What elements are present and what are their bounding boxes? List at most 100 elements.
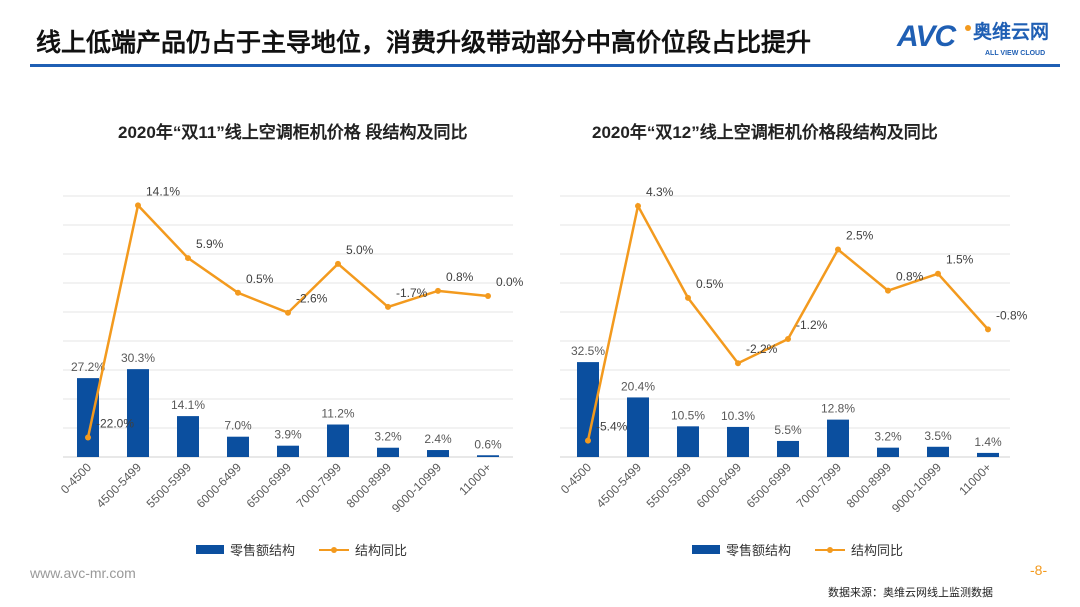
line-label: -22.0% xyxy=(96,416,134,430)
bar xyxy=(877,447,899,457)
bar xyxy=(227,436,249,457)
line-point xyxy=(835,246,841,253)
legend-bar-label: 零售额结构 xyxy=(726,543,792,558)
x-tick-label: 7000-7999 xyxy=(294,460,345,511)
bar-label: 3.2% xyxy=(374,430,402,444)
x-tick-label: 0-4500 xyxy=(558,460,595,497)
logo-dot xyxy=(965,25,971,31)
x-tick-label: 8000-8999 xyxy=(844,460,895,511)
line-label: -2.6% xyxy=(296,292,328,306)
line-point xyxy=(785,336,791,343)
line-point xyxy=(185,255,191,262)
legend-line-swatch xyxy=(815,546,846,553)
line-point xyxy=(335,260,341,267)
chart-title-left: 2020年“双11”线上空调柜机价格 段结构及同比 xyxy=(118,123,468,142)
line-point xyxy=(735,360,741,367)
x-tick-label: 7000-7999 xyxy=(794,460,845,511)
bar-label: 14.1% xyxy=(171,398,205,412)
data-source: 数据来源：奥维云网线上监测数据 xyxy=(828,587,993,599)
bar xyxy=(327,424,349,457)
bar-label: 27.2% xyxy=(71,360,105,374)
line-label: 5.0% xyxy=(346,243,374,257)
bar-label: 0.6% xyxy=(474,437,502,451)
bar xyxy=(377,447,399,457)
line-label: 1.5% xyxy=(946,253,974,267)
line-point xyxy=(935,270,941,277)
line-point xyxy=(135,202,141,209)
footer-url: www.avc-mr.com xyxy=(30,565,136,581)
legend-right: 零售额结构 结构同比 xyxy=(692,540,903,559)
x-tick-label: 0-4500 xyxy=(58,460,95,497)
line-label: -1.2% xyxy=(796,318,828,332)
line-point xyxy=(685,294,691,301)
x-tick-label: 6500-6999 xyxy=(744,460,795,511)
x-tick-label: 6000-6499 xyxy=(194,460,245,511)
x-tick-label: 11000+ xyxy=(956,460,994,498)
bar xyxy=(177,416,199,457)
bar-label: 3.9% xyxy=(274,428,302,442)
logo-en: ALL VIEW CLOUD xyxy=(985,50,1046,57)
chart-title-right: 2020年“双12”线上空调柜机价格段结构及同比 xyxy=(592,123,938,142)
bar xyxy=(577,362,599,457)
x-tick-label: 4500-5499 xyxy=(94,460,145,511)
bar-label: 3.5% xyxy=(924,429,952,443)
legend-bar-label: 零售额结构 xyxy=(230,543,296,558)
bar xyxy=(477,455,499,457)
legend-line-label: 结构同比 xyxy=(851,543,904,558)
bar-label: 1.4% xyxy=(974,435,1002,449)
bar xyxy=(927,446,949,457)
page-number: -8- xyxy=(1030,562,1048,578)
line-point xyxy=(285,309,291,316)
line-label: 0.5% xyxy=(246,272,274,286)
legend-bar-swatch xyxy=(196,545,224,554)
bar-label: 10.5% xyxy=(671,408,705,422)
bar xyxy=(827,419,849,457)
bar xyxy=(427,450,449,457)
legend-bar-swatch xyxy=(692,545,720,554)
page-title: 线上低端产品仍占于主导地位，消费升级带动部分中高价位段占比提升 xyxy=(36,29,812,57)
line-point xyxy=(435,287,441,294)
line-point xyxy=(985,326,991,333)
line-label: -0.8% xyxy=(996,308,1028,322)
legend-line-swatch xyxy=(319,546,350,553)
x-tick-label: 9000-10999 xyxy=(889,460,944,515)
x-tick-label: 4500-5499 xyxy=(594,460,645,511)
x-tick-label: 6500-6999 xyxy=(244,460,295,511)
bar xyxy=(677,426,699,457)
bar xyxy=(777,440,799,457)
line-label: 0.5% xyxy=(696,277,724,291)
bar xyxy=(127,369,149,457)
legend-left: 零售额结构 结构同比 xyxy=(196,540,407,559)
line-point xyxy=(385,303,391,310)
bar-label: 5.5% xyxy=(774,423,802,437)
bar-label: 30.3% xyxy=(121,351,155,365)
line-label: -2.2% xyxy=(746,342,778,356)
x-tick-label: 6000-6499 xyxy=(694,460,745,511)
line-point xyxy=(635,202,641,209)
bar-label: 7.0% xyxy=(224,419,252,433)
legend-line-label: 结构同比 xyxy=(355,543,408,558)
bar-label: 3.2% xyxy=(874,430,902,444)
avc-logo: AVC 奥维云网 ALL VIEW CLOUD xyxy=(897,20,1077,62)
line-point xyxy=(885,287,891,294)
bar-label: 20.4% xyxy=(621,379,655,393)
line-label: 0.8% xyxy=(446,270,474,284)
x-tick-label: 5500-5999 xyxy=(144,460,195,511)
bar-label: 11.2% xyxy=(321,407,354,421)
x-tick-label: 8000-8999 xyxy=(344,460,395,511)
bar-label: 2.4% xyxy=(424,432,452,446)
line-point xyxy=(585,437,591,444)
line-point xyxy=(85,434,91,441)
logo-cn: 奥维云网 xyxy=(973,22,1050,43)
line-label: 2.5% xyxy=(846,229,874,243)
logo-mark: AVC xyxy=(897,20,956,53)
line-label: -5.4% xyxy=(596,420,628,434)
line-label: -1.7% xyxy=(396,286,428,300)
bar-label: 10.3% xyxy=(721,409,755,423)
x-tick-label: 11000+ xyxy=(456,460,494,498)
title-divider xyxy=(30,64,1060,67)
line-point xyxy=(485,293,491,299)
x-tick-label: 9000-10999 xyxy=(389,460,444,515)
